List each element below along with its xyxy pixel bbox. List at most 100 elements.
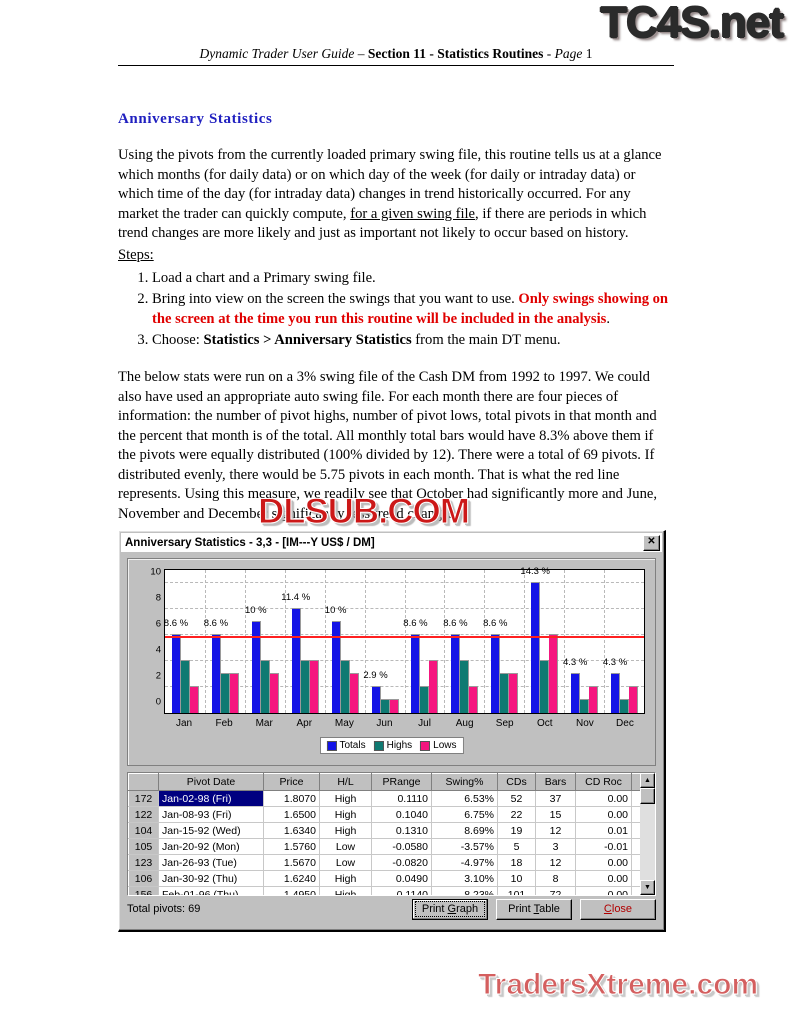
cds-cell[interactable]: 10 [497,870,536,887]
table-row[interactable]: 156 Feb-01-96 (Thu) 1.4950 High 0.1140 8.23% 1… [128,886,655,895]
price-cell[interactable]: 1.6500 [263,806,320,823]
pivot-date-cell[interactable]: Jan-30-92 (Thu) [158,870,264,887]
table-column-header[interactable]: H/L [319,773,372,791]
cd-roc-cell[interactable]: 0.00 [575,806,632,823]
price-cell[interactable]: 1.4950 [263,886,320,895]
cds-cell[interactable]: 22 [497,806,536,823]
step-2-text-1: Bring into view on the screen the swings… [152,290,519,307]
table-column-header[interactable]: Pivot Date [158,773,264,791]
bars-cell[interactable]: 37 [535,790,576,807]
prange-cell[interactable]: 0.1110 [371,790,432,807]
cds-cell[interactable]: 18 [497,854,536,871]
price-cell[interactable]: 1.8070 [263,790,320,807]
intro-paragraph: Using the pivots from the currently load… [118,146,674,244]
legend-item-lows: Lows [420,740,457,751]
button-label: Print Graph [414,901,486,917]
cds-cell[interactable]: 19 [497,822,536,839]
cds-cell[interactable]: 101 [497,886,536,895]
pivot-date-cell[interactable]: Feb-01-96 (Thu) [158,886,264,895]
price-cell[interactable]: 1.6240 [263,870,320,887]
bars-cell[interactable]: 12 [535,854,576,871]
table-row[interactable]: 104 Jan-15-92 (Wed) 1.6340 High 0.1310 8.69% 1… [128,822,655,839]
bars-cell[interactable]: 12 [535,822,576,839]
high-low-cell[interactable]: Low [319,838,372,855]
dialog-titlebar[interactable]: Anniversary Statistics - 3,3 - [IM---Y U… [121,533,662,552]
pivot-date-cell[interactable]: Jan-02-98 (Fri) [158,790,264,807]
pivot-date-cell[interactable]: Jan-26-93 (Tue) [158,854,264,871]
table-row[interactable]: 106 Jan-30-92 (Thu) 1.6240 High 0.0490 3.10% 1… [128,870,655,887]
print-graph-button[interactable]: Print Graph [412,898,488,920]
prange-cell[interactable]: -0.0820 [371,854,432,871]
scroll-up-icon[interactable]: ▲ [640,773,655,788]
cds-cell[interactable]: 52 [497,790,536,807]
chart-y-tick-label: 2 [155,670,161,682]
cds-cell[interactable]: 5 [497,838,536,855]
swing-percent-cell[interactable]: -3.57% [431,838,498,855]
row-id-cell[interactable]: 123 [128,854,159,871]
table-row[interactable]: 122 Jan-08-93 (Fri) 1.6500 High 0.1040 6.75% 2… [128,806,655,823]
high-low-cell[interactable]: High [319,806,372,823]
high-low-cell[interactable]: High [319,822,372,839]
pivot-date-cell[interactable]: Jan-15-92 (Wed) [158,822,264,839]
table-row[interactable]: 105 Jan-20-92 (Mon) 1.5760 Low -0.0580 -3.57%… [128,838,655,855]
prange-cell[interactable]: 0.1310 [371,822,432,839]
scrollbar-thumb[interactable] [640,788,655,804]
price-cell[interactable]: 1.5670 [263,854,320,871]
bars-cell[interactable]: 3 [535,838,576,855]
high-low-cell[interactable]: High [319,886,372,895]
prange-cell[interactable]: 0.1040 [371,806,432,823]
row-id-cell[interactable]: 105 [128,838,159,855]
scroll-down-icon[interactable]: ▼ [640,880,655,895]
row-id-cell[interactable]: 122 [128,806,159,823]
swing-percent-cell[interactable]: 3.10% [431,870,498,887]
table-column-header[interactable]: CDs [497,773,536,791]
close-button[interactable]: Close [580,898,656,920]
chart-gridline-vertical [604,570,606,713]
chart-bar-totals [291,608,301,713]
bars-cell[interactable]: 8 [535,870,576,887]
chart-percent-label: 10 % [244,605,267,616]
dialog-button-group: Print Graph Print Table Close [404,898,656,920]
prange-cell[interactable]: 0.0490 [371,870,432,887]
high-low-cell[interactable]: High [319,790,372,807]
close-icon[interactable]: ✕ [643,534,660,551]
bars-cell[interactable]: 72 [535,886,576,895]
table-column-header[interactable] [128,773,159,791]
table-vertical-scrollbar[interactable]: ▲ ▼ [640,773,655,895]
cd-roc-cell[interactable]: 0.00 [575,790,632,807]
prange-cell[interactable]: -0.0580 [371,838,432,855]
price-cell[interactable]: 1.6340 [263,822,320,839]
bars-cell[interactable]: 15 [535,806,576,823]
table-row[interactable]: 123 Jan-26-93 (Tue) 1.5670 Low -0.0820 -4.97%… [128,854,655,871]
print-table-button[interactable]: Print Table [496,898,572,920]
table-column-header[interactable]: Swing% [431,773,498,791]
pivot-date-cell[interactable]: Jan-20-92 (Mon) [158,838,264,855]
swing-percent-cell[interactable]: 8.23% [431,886,498,895]
table-column-header[interactable]: Bars [535,773,576,791]
cd-roc-cell[interactable]: -0.01 [575,838,632,855]
swing-percent-cell[interactable]: -4.97% [431,854,498,871]
cd-roc-cell[interactable]: 0.01 [575,822,632,839]
cd-roc-cell[interactable]: 0.00 [575,870,632,887]
high-low-cell[interactable]: High [319,870,372,887]
chart-bar-totals [611,673,621,713]
high-low-cell[interactable]: Low [319,854,372,871]
prange-cell[interactable]: 0.1140 [371,886,432,895]
table-column-header[interactable]: PRange [371,773,432,791]
table-row[interactable]: 172 Jan-02-98 (Fri) 1.8070 High 0.1110 6.53% 5… [128,790,655,807]
cd-roc-cell[interactable]: 0.00 [575,854,632,871]
table-column-header[interactable]: CD Roc [575,773,632,791]
swing-percent-cell[interactable]: 6.53% [431,790,498,807]
row-id-cell[interactable]: 172 [128,790,159,807]
chart-bar-group [371,570,399,713]
swing-percent-cell[interactable]: 8.69% [431,822,498,839]
price-cell[interactable]: 1.5760 [263,838,320,855]
table-column-header[interactable]: Price [263,773,320,791]
swing-percent-cell[interactable]: 6.75% [431,806,498,823]
pivot-date-cell[interactable]: Jan-08-93 (Fri) [158,806,264,823]
row-id-cell[interactable]: 104 [128,822,159,839]
chart-bar-highs [620,699,630,713]
row-id-cell[interactable]: 106 [128,870,159,887]
row-id-cell[interactable]: 156 [128,886,159,895]
cd-roc-cell[interactable]: 0.00 [575,886,632,895]
